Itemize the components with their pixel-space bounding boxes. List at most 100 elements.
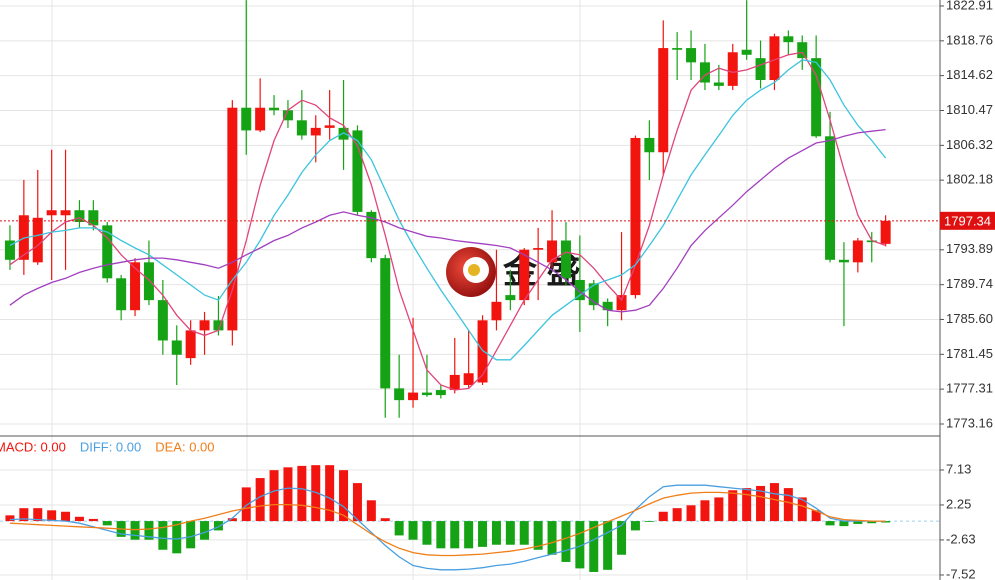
candle-body xyxy=(60,210,71,216)
candle-body xyxy=(394,388,405,401)
histogram-bar xyxy=(644,521,654,522)
histogram-bar xyxy=(728,490,738,522)
candle-body xyxy=(408,392,419,401)
legend-entry: DEA: 0.00 xyxy=(155,439,214,454)
candle-body xyxy=(866,240,877,243)
histogram-bar xyxy=(658,511,668,522)
candle-body xyxy=(519,249,530,301)
candle-body xyxy=(825,136,836,260)
histogram-bar xyxy=(352,483,362,522)
candle-body xyxy=(588,283,599,306)
histogram-bar xyxy=(186,521,196,549)
histogram-bar xyxy=(505,521,515,545)
y-tick-label: -7.52 xyxy=(946,566,976,580)
y-tick-label: 1802.18 xyxy=(946,172,993,187)
y-tick-label: 1789.74 xyxy=(946,276,993,291)
histogram-bar xyxy=(742,488,752,522)
histogram-bar xyxy=(394,521,404,536)
candle-body xyxy=(574,279,585,301)
histogram-bar xyxy=(88,518,98,522)
candle-body xyxy=(421,392,432,396)
histogram-bar xyxy=(172,521,182,554)
legend-entry: MACD: 0.00 xyxy=(0,439,66,454)
candle-body xyxy=(185,330,196,359)
line xyxy=(9,128,886,313)
line xyxy=(9,51,886,391)
candle-body xyxy=(324,125,335,128)
candle-body xyxy=(241,107,252,131)
histogram-bar xyxy=(5,515,15,522)
candle-body xyxy=(505,295,516,301)
histogram-bar xyxy=(686,505,696,522)
last-price-label: 1797.34 xyxy=(944,213,991,228)
histogram-bar xyxy=(839,521,849,527)
histogram-bar xyxy=(269,470,279,522)
histogram-bar xyxy=(450,521,460,549)
line xyxy=(9,59,887,361)
histogram-bar xyxy=(672,508,682,522)
candle-body xyxy=(74,210,85,222)
histogram-bar xyxy=(603,521,613,570)
candle-body xyxy=(255,107,266,131)
histogram-bar xyxy=(158,521,168,550)
histogram-bar xyxy=(491,521,501,545)
line xyxy=(9,491,886,557)
candle-body xyxy=(547,240,558,263)
candle-body xyxy=(157,300,168,341)
candle-body xyxy=(838,259,849,263)
y-tick-label: 1818.76 xyxy=(946,32,993,47)
y-tick-label: 1806.32 xyxy=(946,137,993,152)
candle-body xyxy=(727,52,738,86)
candle-body xyxy=(338,127,349,140)
candle-body xyxy=(699,62,710,83)
histogram-bar xyxy=(422,521,432,545)
line xyxy=(9,484,886,571)
histogram-bar xyxy=(700,500,710,522)
candle-body xyxy=(102,225,113,279)
legend-entry: DIFF: 0.00 xyxy=(80,439,141,454)
candle-body xyxy=(616,295,627,311)
histogram-bar xyxy=(519,521,529,545)
histogram-bar xyxy=(478,521,488,547)
candle-body xyxy=(4,240,15,260)
histogram-bar xyxy=(756,485,766,522)
histogram-bar xyxy=(47,510,57,522)
candle-body xyxy=(658,48,669,153)
candle-body xyxy=(143,262,154,301)
histogram-bar xyxy=(19,508,29,522)
candle-body xyxy=(463,373,474,386)
candle-body xyxy=(533,248,544,250)
candle-body xyxy=(630,137,641,296)
y-tick-label: 1785.60 xyxy=(946,311,993,326)
candle-body xyxy=(269,107,280,111)
histogram-bar xyxy=(714,497,724,522)
candle-body xyxy=(366,211,377,259)
candle-body xyxy=(380,258,391,389)
histogram-bar xyxy=(102,521,112,526)
histogram-bar xyxy=(769,483,779,522)
marks xyxy=(0,0,940,572)
y-tick-label: 1777.31 xyxy=(946,381,993,396)
histogram-bar xyxy=(464,521,474,549)
candle-body xyxy=(449,374,460,391)
histogram-bar xyxy=(630,521,640,531)
histogram-bar xyxy=(380,518,390,522)
candle-body xyxy=(282,110,293,121)
histogram-bar xyxy=(297,465,307,522)
histogram-bar xyxy=(61,511,71,522)
y-tick-label: 7.13 xyxy=(946,461,971,476)
candle-body xyxy=(769,36,780,80)
histogram-bar xyxy=(241,487,251,522)
candle-body xyxy=(477,320,488,383)
candle-body xyxy=(116,278,127,311)
candle-body xyxy=(213,320,224,331)
histogram-bar xyxy=(33,508,43,522)
histogram-bar xyxy=(144,521,154,540)
histogram-bar xyxy=(227,518,237,522)
y-tick-label: 1810.47 xyxy=(946,102,993,117)
histogram-bar xyxy=(867,521,877,524)
histogram-bar xyxy=(533,521,543,550)
candle-body xyxy=(435,390,446,396)
candle-body xyxy=(852,240,863,263)
